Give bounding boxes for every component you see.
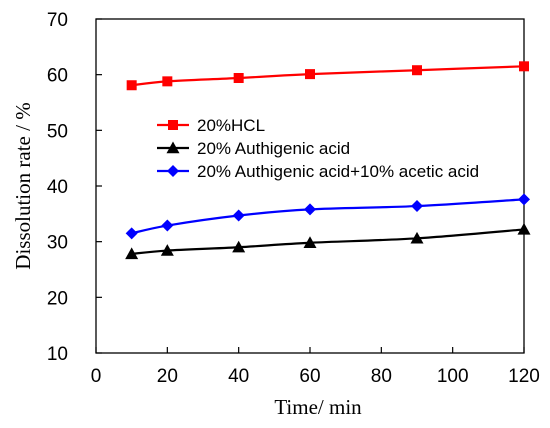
data-point [160,244,174,256]
legend-marker [167,165,179,177]
y-tick-label: 70 [47,10,68,31]
series-line [131,228,525,256]
data-point [162,76,173,87]
x-tick-label: 80 [371,366,392,387]
legend-marker [166,141,180,154]
x-axis-title: Time/ min [274,395,362,419]
series-line [131,198,525,235]
data-point [410,231,424,244]
data-point [161,219,174,232]
data-point [126,80,137,91]
x-tick-label: 40 [228,366,249,387]
x-tick-label: 120 [508,366,540,387]
data-point [304,203,316,216]
data-point [305,69,315,80]
legend-item: 20% Authigenic acid [157,139,350,158]
series-square [126,61,529,91]
y-tick-label: 20 [47,288,68,309]
data-point [233,73,244,84]
y-tick-label: 50 [47,121,68,142]
legend-marker [168,120,178,130]
series-line [131,65,525,87]
y-tick-label: 10 [47,344,68,365]
y-axis-ticks: 10 20 30 40 50 60 70 [47,10,102,365]
series-layer [125,61,531,260]
data-point [303,236,317,248]
x-tick-label: 20 [157,366,178,387]
y-tick-label: 60 [47,66,68,87]
data-point [517,222,531,235]
series-triangle [125,222,531,260]
x-axis-ticks: 0 20 40 60 80 100 120 [91,347,540,387]
legend-item: 20%HCL [157,116,265,135]
data-point [125,227,138,240]
data-point [412,65,422,76]
x-tick-label: 0 [91,366,102,387]
data-point [232,209,245,222]
data-point [518,193,530,206]
legend-label: 20% Authigenic acid [197,139,350,158]
legend: 20%HCL 20% Authigenic acid 20% Authigenic … [157,116,479,181]
legend-label: 20% Authigenic acid+10% acetic acid [197,162,479,181]
data-point [411,200,423,213]
x-tick-label: 100 [437,366,469,387]
legend-label: 20%HCL [197,116,265,135]
data-point [125,247,139,260]
y-axis-title: Dissolution rate / % [11,102,35,269]
y-tick-label: 40 [47,177,68,198]
data-point [519,61,529,72]
data-point [232,240,246,253]
x-tick-label: 60 [299,366,320,387]
y-tick-label: 30 [47,233,68,254]
series-diamond [125,193,530,240]
legend-item: 20% Authigenic acid+10% acetic acid [157,162,479,181]
